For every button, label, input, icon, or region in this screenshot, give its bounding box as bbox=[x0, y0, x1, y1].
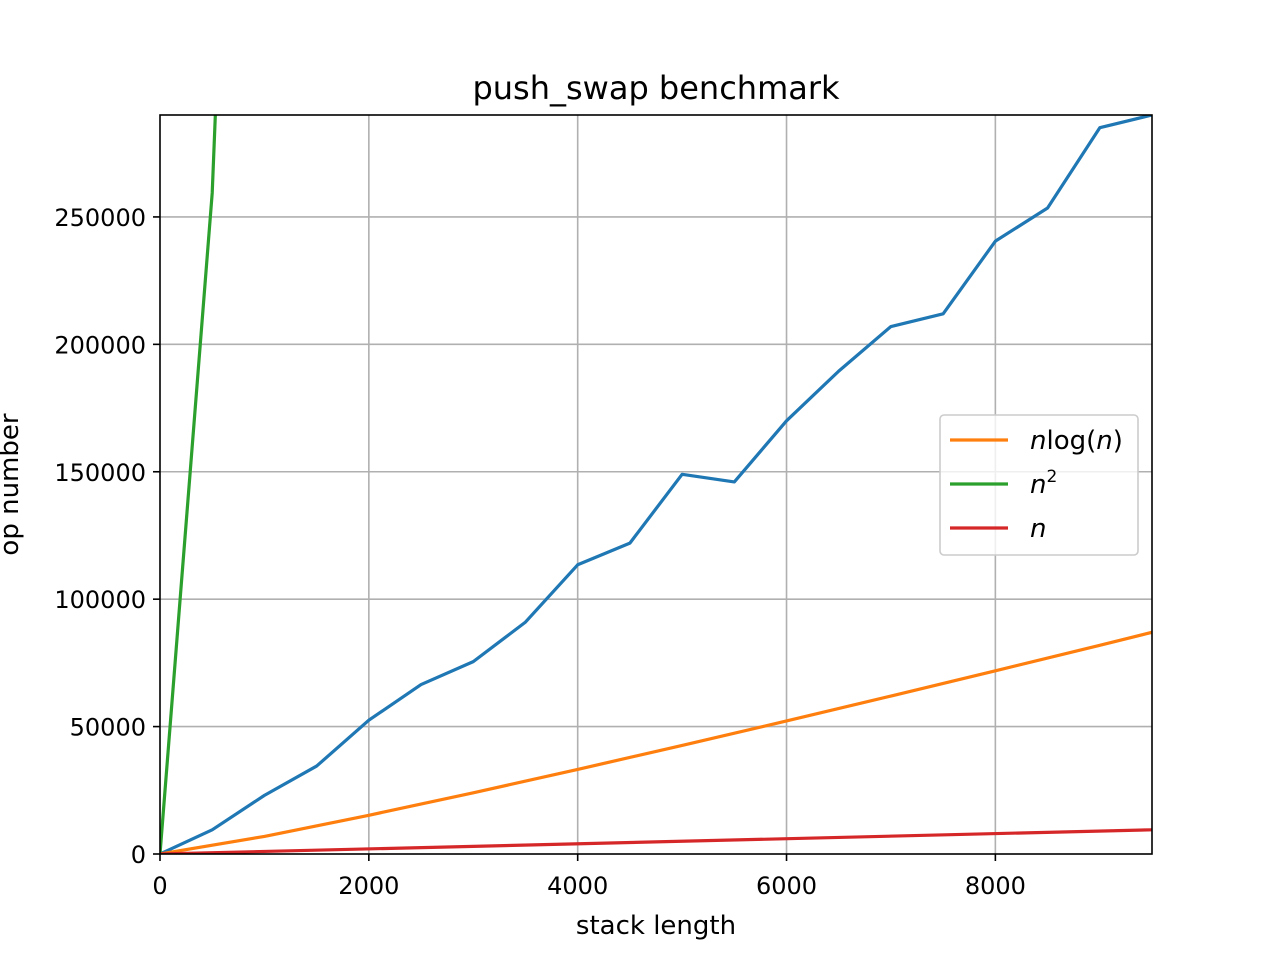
legend-label-n-squared-base: n bbox=[1030, 470, 1046, 500]
legend-label-n: n bbox=[1030, 514, 1046, 544]
y-tick-label: 200000 bbox=[54, 331, 146, 359]
plot-frame bbox=[159, 114, 1153, 855]
legend-label-n-squared: n2 bbox=[1030, 467, 1057, 500]
legend-label-nlogn: nlog(n) bbox=[1030, 426, 1123, 456]
series-lines bbox=[160, 115, 1152, 854]
y-tick-label: 100000 bbox=[54, 586, 146, 614]
legend-label-nlogn-log: log( bbox=[1046, 426, 1096, 456]
x-tick-label: 4000 bbox=[547, 872, 608, 900]
axis-ticks: 0 2000 4000 6000 8000 0 50000 100000 150000 20000… bbox=[54, 204, 1026, 900]
x-tick-label: 2000 bbox=[338, 872, 399, 900]
n-squared-series-line bbox=[160, 115, 217, 854]
y-tick-label: 250000 bbox=[54, 204, 146, 232]
nlogn-series-line bbox=[160, 630, 1152, 854]
x-axis-label: stack length bbox=[576, 911, 736, 941]
legend-label-nlogn-close: ) bbox=[1113, 426, 1123, 456]
x-tick-label: 8000 bbox=[965, 872, 1026, 900]
y-axis-label: op number bbox=[0, 413, 25, 555]
legend-box bbox=[939, 414, 1139, 556]
n-series-line bbox=[160, 828, 1152, 854]
y-tick-label: 50000 bbox=[70, 714, 146, 742]
legend-label-nlogn-n: n bbox=[1030, 426, 1046, 456]
y-tick-label: 0 bbox=[131, 841, 146, 869]
legend-label-nlogn-arg: n bbox=[1096, 426, 1112, 456]
legend: nlog(n) n2 n bbox=[939, 414, 1139, 556]
legend-label-n-squared-exp: 2 bbox=[1046, 467, 1057, 487]
legend-label-n-base: n bbox=[1030, 514, 1046, 544]
x-tick-label: 0 bbox=[152, 872, 167, 900]
y-tick-label: 150000 bbox=[54, 459, 146, 487]
x-tick-label: 6000 bbox=[756, 872, 817, 900]
ops-series-line bbox=[160, 115, 1152, 854]
chart-title: push_swap benchmark bbox=[472, 69, 840, 107]
